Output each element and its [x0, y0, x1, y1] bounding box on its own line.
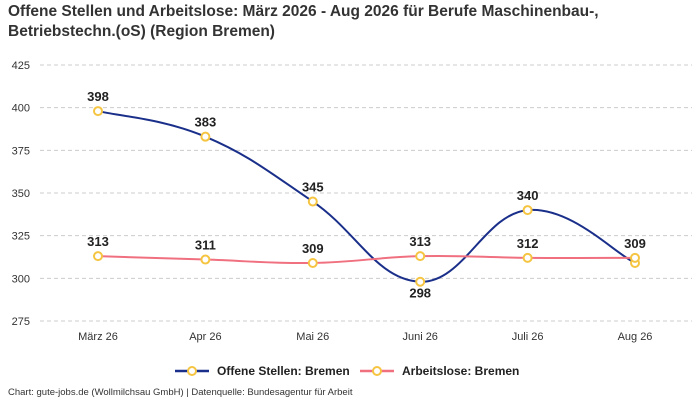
data-label: 311 [195, 238, 216, 253]
data-label: 340 [517, 188, 539, 203]
y-tick-label: 425 [12, 60, 30, 72]
data-point [522, 205, 533, 216]
data-point [522, 252, 533, 263]
data-label: 313 [409, 234, 431, 249]
x-tick-label: Juli 26 [512, 331, 544, 343]
legend-marker-2 [372, 366, 382, 376]
data-label: 398 [87, 89, 109, 104]
source-note: Chart: gute-jobs.de (Wollmilchsau GmbH) … [8, 387, 353, 398]
data-point [415, 276, 426, 287]
y-tick-label: 350 [12, 188, 30, 200]
data-point [93, 251, 103, 262]
series-line-1 [97, 110, 636, 283]
x-tick-label: Apr 26 [189, 331, 221, 343]
series-line-2 [97, 254, 636, 265]
data-point [415, 251, 426, 262]
data-point [307, 257, 318, 268]
data-point [200, 131, 211, 142]
data-label: 345 [302, 180, 324, 195]
x-tick-label: Mai 26 [296, 331, 329, 343]
x-tick-label: Aug 26 [618, 331, 653, 343]
data-label: 298 [409, 286, 431, 301]
y-tick-label: 300 [12, 273, 30, 285]
data-point [200, 254, 211, 265]
data-label: 309 [302, 241, 324, 256]
y-tick-label: 275 [12, 316, 30, 328]
data-label: 312 [517, 236, 539, 251]
y-tick-label: 325 [12, 231, 30, 243]
data-label: 309 [624, 236, 646, 251]
legend-label-2: Arbeitslose: Bremen [402, 364, 519, 378]
data-label: 383 [195, 115, 217, 130]
chart-title: Offene Stellen und Arbeitslose: März 202… [8, 3, 599, 40]
data-point [307, 196, 318, 207]
data-point [93, 106, 103, 117]
data-point [630, 252, 640, 263]
legend-label-1: Offene Stellen: Bremen [217, 364, 350, 378]
x-tick-label: März 26 [78, 331, 118, 343]
y-tick-label: 400 [12, 103, 30, 115]
data-label: 313 [87, 234, 109, 249]
y-tick-label: 375 [12, 145, 30, 157]
legend-marker-1 [187, 366, 197, 376]
x-tick-label: Juni 26 [402, 331, 437, 343]
